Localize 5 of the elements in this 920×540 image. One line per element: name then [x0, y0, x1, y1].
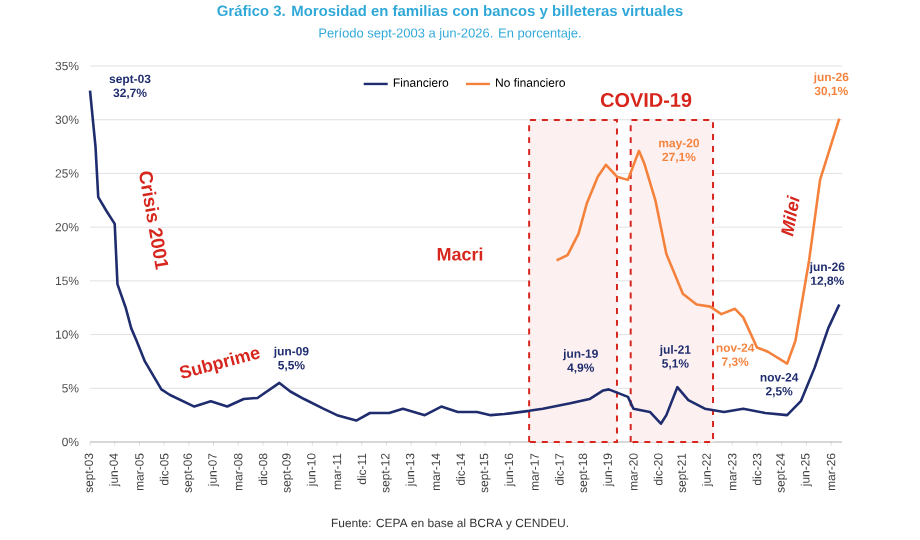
annotation: Macri — [437, 247, 483, 261]
annotation: Crisis 2001 — [139, 171, 169, 270]
annotation: COVID-19 — [600, 92, 692, 108]
annotation: Milei — [781, 194, 800, 237]
annotation: Subprime — [179, 349, 260, 379]
